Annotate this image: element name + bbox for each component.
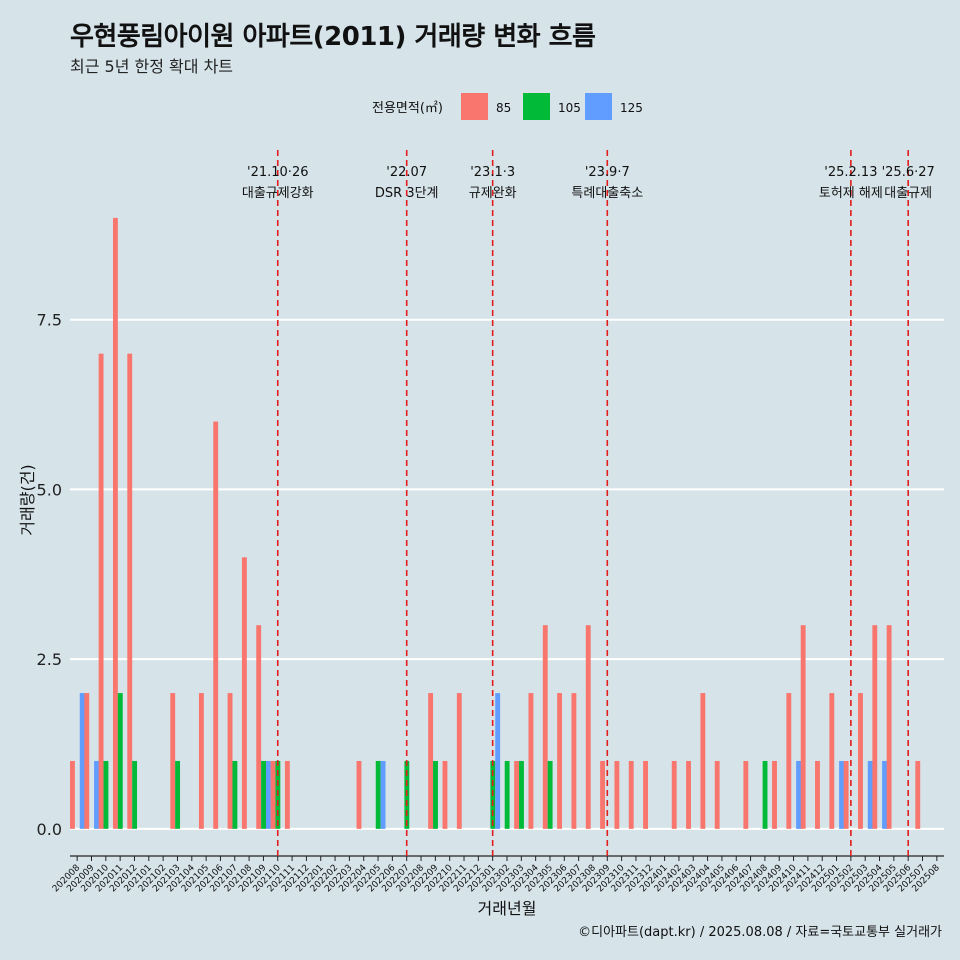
- bar-202103-105: [175, 760, 181, 829]
- bar-202407-85: [743, 760, 749, 829]
- y-tick-label: 7.5: [37, 311, 62, 330]
- bar-202502-85: [843, 760, 849, 829]
- event-name-label: 대출규제: [884, 186, 932, 201]
- bar-202308-85: [585, 625, 591, 829]
- bar-202109-125: [266, 760, 271, 829]
- bar-202204-85: [356, 760, 362, 829]
- source-caption: ©디아파트(dapt.kr) / 2025.08.08 / 자료=국토교통부 실…: [578, 925, 942, 940]
- bar-202105-85: [198, 693, 204, 829]
- page-title: 우현풍림아이원 아파트(2011) 거래량 변화 흐름: [70, 22, 596, 52]
- bar-202011-105: [117, 693, 123, 829]
- bar-202011-85: [112, 217, 118, 829]
- bar-202010-105: [103, 760, 109, 829]
- bar-202505-85: [886, 625, 892, 829]
- bar-202110-85: [270, 760, 276, 829]
- event-name-label: 규제완화: [469, 186, 517, 201]
- bar-202009-125: [94, 760, 99, 829]
- bar-202310-85: [614, 760, 620, 829]
- bar-202410-125: [796, 760, 802, 829]
- bar-202209-85: [428, 693, 434, 829]
- bar-202008-85: [70, 760, 75, 829]
- y-axis-title: 거래량(건): [18, 464, 37, 535]
- event-date-label: '22.07: [386, 165, 427, 180]
- bar-202411-85: [800, 625, 806, 829]
- bar-202305-85: [542, 625, 548, 829]
- bar-202405-85: [714, 760, 720, 829]
- bar-202301-125: [495, 693, 501, 829]
- y-tick-label: 0.0: [37, 820, 62, 839]
- bar-202209-105: [433, 760, 438, 829]
- bar-202205-125: [380, 760, 386, 829]
- bar-202303-105: [519, 760, 524, 829]
- bar-202109-105: [261, 760, 267, 829]
- bar-202106-85: [213, 421, 219, 829]
- bar-202507-85: [915, 760, 921, 829]
- bar-202408-105: [762, 760, 768, 829]
- event-name-label: 특례대출축소: [571, 186, 643, 201]
- legend-label-125: 125: [620, 101, 643, 115]
- bar-202009-85: [84, 693, 90, 829]
- bar-202107-85: [227, 693, 233, 829]
- bar-202412-85: [815, 760, 820, 829]
- legend-swatch-105: [523, 93, 550, 120]
- page-subtitle: 최근 5년 한정 확대 차트: [70, 57, 234, 76]
- bar-202309-85: [600, 760, 606, 829]
- bar-202111-85: [284, 760, 290, 829]
- event-date-label: '23.9·7: [585, 165, 630, 180]
- bar-202210-85: [442, 760, 448, 829]
- bar-202108-85: [241, 557, 247, 829]
- bar-202504-85: [872, 625, 878, 829]
- event-date-label: '21.10·26: [247, 165, 308, 180]
- event-date-label: '25.2.13: [824, 165, 877, 180]
- bar-202303-85: [514, 760, 520, 829]
- legend-swatch-125: [585, 93, 612, 120]
- bar-202304-85: [528, 693, 534, 829]
- bar-202403-85: [686, 760, 691, 829]
- bar-202109-85: [256, 625, 262, 829]
- bar-202409-85: [772, 760, 777, 829]
- legend-swatch-85: [461, 93, 488, 120]
- bar-202205-105: [375, 760, 381, 829]
- event-name-label: 대출규제강화: [242, 186, 314, 201]
- legend-label-85: 85: [496, 101, 511, 115]
- event-date-label: '25.6·27: [882, 165, 935, 180]
- bar-202311-85: [628, 760, 634, 829]
- legend-label-105: 105: [558, 101, 581, 115]
- bar-202312-85: [643, 760, 648, 829]
- bar-202012-85: [127, 353, 133, 829]
- bar-202410-85: [786, 693, 792, 829]
- bar-202501-85: [829, 693, 835, 829]
- bar-202305-105: [547, 760, 553, 829]
- x-axis-title: 거래년월: [478, 899, 537, 918]
- bar-202302-105: [504, 760, 510, 829]
- bar-202503-125: [867, 760, 873, 829]
- bar-202012-105: [132, 760, 138, 829]
- bar-202103-85: [170, 693, 176, 829]
- bar-202402-85: [671, 760, 677, 829]
- legend-title: 전용면적(㎡): [372, 101, 443, 116]
- bar-202107-105: [232, 760, 238, 829]
- bar-202306-85: [557, 693, 563, 829]
- event-date-label: '23.1·3: [470, 165, 515, 180]
- bar-202501-125: [839, 760, 844, 829]
- bar-202211-85: [456, 693, 462, 829]
- bar-202010-85: [98, 353, 104, 829]
- bar-202503-85: [858, 693, 863, 829]
- event-name-label: DSR 3단계: [375, 186, 439, 201]
- bar-202008-125: [79, 693, 85, 829]
- bar-202307-85: [571, 693, 577, 829]
- y-tick-label: 2.5: [37, 650, 62, 669]
- y-tick-label: 5.0: [37, 480, 62, 499]
- bar-202504-125: [882, 760, 887, 829]
- event-name-label: 토허제 해제: [819, 186, 883, 201]
- bar-202404-85: [700, 693, 706, 829]
